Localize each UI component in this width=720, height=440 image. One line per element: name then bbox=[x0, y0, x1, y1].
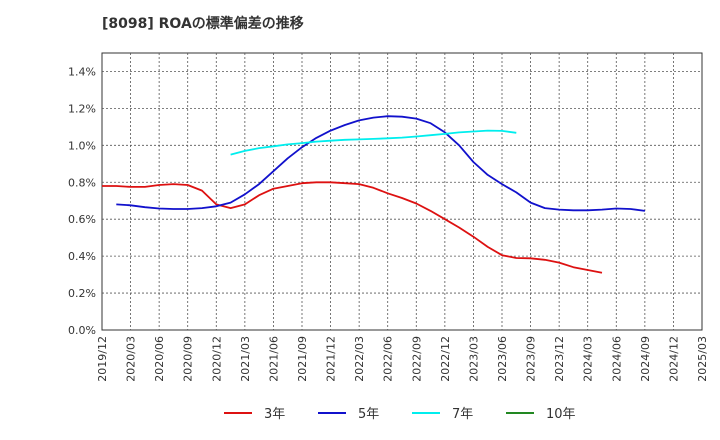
x-tick-label: 2021/03 bbox=[239, 336, 252, 382]
legend-label-5年: 5年 bbox=[358, 407, 379, 422]
y-tick-label: 0.8% bbox=[68, 176, 96, 189]
x-tick-label: 2022/12 bbox=[439, 336, 452, 382]
x-tick-label: 2023/06 bbox=[496, 336, 509, 382]
x-tick-label: 2023/12 bbox=[553, 336, 566, 382]
x-tick-label: 2022/06 bbox=[382, 336, 395, 382]
x-tick-label: 2022/09 bbox=[410, 336, 423, 382]
legend: 3年 5年 7年 10年 bbox=[224, 407, 576, 422]
x-tick-label: 2023/09 bbox=[525, 336, 538, 382]
y-axis: 0.0% 0.2% 0.4% 0.6% 0.8% 1.0% 1.2% 1.4% bbox=[68, 65, 96, 337]
x-tick-label: 2025/03 bbox=[696, 336, 709, 382]
series-line-5年 bbox=[116, 115, 646, 212]
x-axis: 2019/12 2020/03 2020/06 2020/09 2020/12 2021/… bbox=[96, 336, 709, 382]
x-tick-label: 2020/03 bbox=[125, 336, 138, 382]
x-tick-label: 2024/12 bbox=[667, 336, 680, 382]
x-tick-label: 2023/03 bbox=[467, 336, 480, 382]
grid bbox=[102, 53, 702, 330]
x-tick-label: 2021/12 bbox=[325, 336, 338, 382]
plot-area bbox=[101, 52, 703, 331]
x-tick-label: 2019/12 bbox=[96, 336, 109, 382]
legend-label-7年: 7年 bbox=[452, 407, 473, 422]
x-tick-label: 2020/12 bbox=[210, 336, 223, 382]
y-tick-label: 0.2% bbox=[68, 287, 96, 300]
x-tick-label: 2022/03 bbox=[353, 336, 366, 382]
x-tick-label: 2024/06 bbox=[610, 336, 623, 382]
legend-label-10年: 10年 bbox=[546, 407, 576, 422]
x-tick-label: 2021/09 bbox=[296, 336, 309, 382]
legend-label-3年: 3年 bbox=[264, 407, 285, 422]
series-line-3年 bbox=[102, 181, 603, 274]
chart-title: [8098] ROAの標準偏差の推移 bbox=[102, 15, 304, 32]
y-tick-label: 0.6% bbox=[68, 213, 96, 226]
y-tick-label: 1.2% bbox=[68, 102, 96, 115]
series-line-7年 bbox=[230, 129, 517, 156]
x-tick-label: 2024/09 bbox=[639, 336, 652, 382]
y-tick-label: 1.4% bbox=[68, 65, 96, 78]
y-tick-label: 1.0% bbox=[68, 139, 96, 152]
x-tick-label: 2020/09 bbox=[182, 336, 195, 382]
y-tick-label: 0.4% bbox=[68, 250, 96, 263]
x-tick-label: 2021/06 bbox=[267, 336, 280, 382]
y-tick-label: 0.0% bbox=[68, 324, 96, 337]
x-tick-label: 2024/03 bbox=[582, 336, 595, 382]
x-tick-label: 2020/06 bbox=[153, 336, 166, 382]
series-group bbox=[102, 115, 646, 274]
